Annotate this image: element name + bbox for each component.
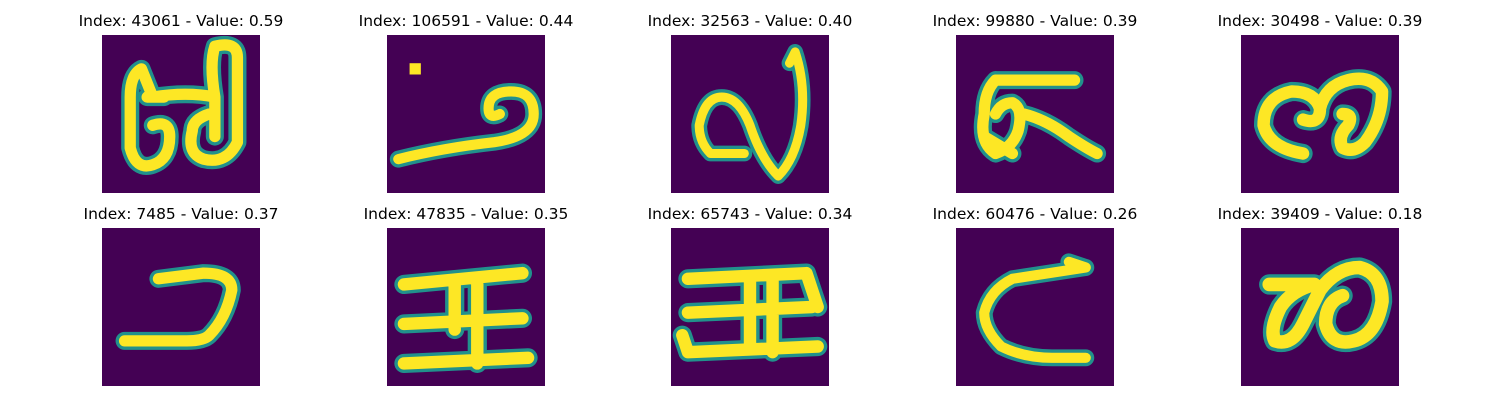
panel-7: Index: 47835 - Value: 0.35 xyxy=(364,205,568,387)
panel-title: Index: 47835 - Value: 0.35 xyxy=(363,205,569,223)
panel-6: Index: 7485 - Value: 0.37 xyxy=(84,205,278,387)
panel-title: Index: 65743 - Value: 0.34 xyxy=(647,205,853,223)
panel-title: Index: 99880 - Value: 0.39 xyxy=(932,12,1138,30)
handwritten-character-image xyxy=(956,228,1114,386)
panel-title: Index: 30498 - Value: 0.39 xyxy=(1217,12,1423,30)
handwritten-character-image xyxy=(387,228,545,386)
panel-title: Index: 7485 - Value: 0.37 xyxy=(83,205,279,223)
panel-title: Index: 60476 - Value: 0.26 xyxy=(932,205,1138,223)
handwritten-character-image xyxy=(387,35,545,193)
handwritten-character-image xyxy=(671,35,829,193)
handwritten-character-image xyxy=(1241,228,1399,386)
panel-5: Index: 30498 - Value: 0.39 xyxy=(1218,12,1422,194)
handwritten-character-image xyxy=(956,35,1114,193)
panel-title: Index: 32563 - Value: 0.40 xyxy=(647,12,853,30)
panel-8: Index: 65743 - Value: 0.34 xyxy=(648,205,852,387)
panel-title: Index: 43061 - Value: 0.59 xyxy=(78,12,284,30)
panel-title: Index: 39409 - Value: 0.18 xyxy=(1217,205,1423,223)
panel-2: Index: 106591 - Value: 0.44 xyxy=(359,12,573,194)
panel-4: Index: 99880 - Value: 0.39 xyxy=(933,12,1137,194)
panel-10: Index: 39409 - Value: 0.18 xyxy=(1218,205,1422,387)
panel-9: Index: 60476 - Value: 0.26 xyxy=(933,205,1137,387)
panel-3: Index: 32563 - Value: 0.40 xyxy=(648,12,852,194)
handwritten-character-image xyxy=(102,35,260,193)
panel-title: Index: 106591 - Value: 0.44 xyxy=(358,12,574,30)
handwritten-character-image xyxy=(1241,35,1399,193)
handwritten-character-image xyxy=(102,228,260,386)
handwritten-character-image xyxy=(671,228,829,386)
panel-1: Index: 43061 - Value: 0.59 xyxy=(79,12,283,194)
